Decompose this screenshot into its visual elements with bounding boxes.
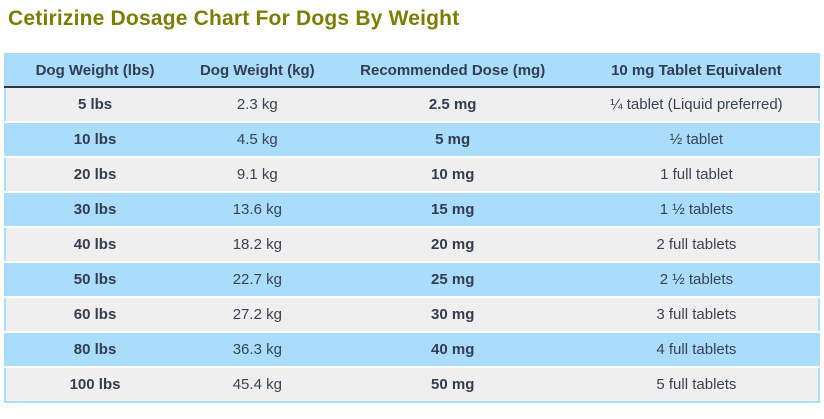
cell-weight-lbs: 20 lbs [5,157,185,193]
cell-weight-kg: 36.3 kg [184,332,331,368]
column-header-recommended-dose: Recommended Dose (mg) [330,54,575,88]
table-row: 20 lbs 9.1 kg 10 mg 1 full tablet [5,157,819,193]
table-row: 100 lbs 45.4 kg 50 mg 5 full tablets [5,367,819,403]
cell-dose-mg: 25 mg [330,262,575,298]
cell-weight-lbs: 100 lbs [5,367,185,403]
cell-weight-kg: 18.2 kg [184,227,331,263]
cell-weight-lbs: 50 lbs [5,262,185,298]
cell-dose-mg: 20 mg [330,227,575,263]
column-header-dog-weight-kg: Dog Weight (kg) [184,54,331,88]
table-row: 5 lbs 2.3 kg 2.5 mg ¼ tablet (Liquid pre… [5,87,819,123]
table-row: 60 lbs 27.2 kg 30 mg 3 full tablets [5,297,819,333]
cell-weight-lbs: 30 lbs [5,192,185,228]
dosage-table: Dog Weight (lbs) Dog Weight (kg) Recomme… [4,53,820,403]
cell-weight-kg: 22.7 kg [184,262,331,298]
table-header-row: Dog Weight (lbs) Dog Weight (kg) Recomme… [5,54,819,88]
cell-weight-lbs: 10 lbs [5,122,185,158]
cell-dose-mg: 50 mg [330,367,575,403]
column-header-dog-weight-lbs: Dog Weight (lbs) [5,54,185,88]
table-row: 10 lbs 4.5 kg 5 mg ½ tablet [5,122,819,158]
cell-weight-lbs: 40 lbs [5,227,185,263]
column-header-tablet-equivalent: 10 mg Tablet Equivalent [574,54,819,88]
cell-dose-mg: 10 mg [330,157,575,193]
table-row: 50 lbs 22.7 kg 25 mg 2 ½ tablets [5,262,819,298]
cell-tablet-equivalent: 4 full tablets [574,332,819,368]
cell-weight-kg: 9.1 kg [184,157,331,193]
table-row: 80 lbs 36.3 kg 40 mg 4 full tablets [5,332,819,368]
cell-tablet-equivalent: 2 ½ tablets [574,262,819,298]
cell-dose-mg: 2.5 mg [330,87,575,123]
cell-weight-kg: 13.6 kg [184,192,331,228]
cell-weight-kg: 4.5 kg [184,122,331,158]
cell-weight-lbs: 80 lbs [5,332,185,368]
cell-weight-kg: 45.4 kg [184,367,331,403]
cell-weight-lbs: 60 lbs [5,297,185,333]
cell-tablet-equivalent: 1 full tablet [574,157,819,193]
table-row: 30 lbs 13.6 kg 15 mg 1 ½ tablets [5,192,819,228]
cell-dose-mg: 30 mg [330,297,575,333]
cell-dose-mg: 15 mg [330,192,575,228]
cell-tablet-equivalent: ½ tablet [574,122,819,158]
page-title: Cetirizine Dosage Chart For Dogs By Weig… [8,7,460,30]
cell-dose-mg: 5 mg [330,122,575,158]
cell-tablet-equivalent: 5 full tablets [574,367,819,403]
cell-tablet-equivalent: 1 ½ tablets [574,192,819,228]
cell-weight-kg: 27.2 kg [184,297,331,333]
cell-dose-mg: 40 mg [330,332,575,368]
cell-tablet-equivalent: 3 full tablets [574,297,819,333]
cell-weight-lbs: 5 lbs [5,87,185,123]
cell-weight-kg: 2.3 kg [184,87,331,123]
cell-tablet-equivalent: ¼ tablet (Liquid preferred) [574,87,819,123]
table-row: 40 lbs 18.2 kg 20 mg 2 full tablets [5,227,819,263]
cell-tablet-equivalent: 2 full tablets [574,227,819,263]
